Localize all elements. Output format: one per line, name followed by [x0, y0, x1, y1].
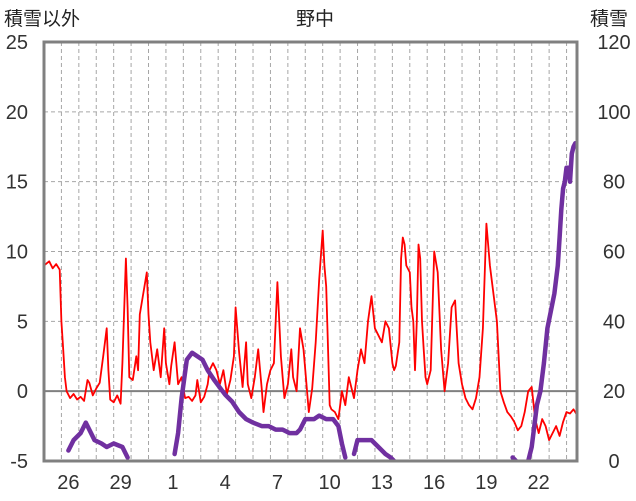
left-tick-label: 25: [6, 32, 28, 54]
right-tick-label: 40: [603, 311, 625, 333]
right-tick-label: 20: [603, 381, 625, 403]
right-tick-label: 120: [597, 32, 630, 54]
left-tick-label: 0: [17, 381, 28, 403]
x-tick-label: 7: [272, 472, 283, 494]
temperature-line: [44, 222, 577, 442]
right-tick-label: 80: [603, 172, 625, 194]
left-tick-label: 10: [6, 242, 28, 264]
snow-depth-line-3: [351, 437, 397, 461]
right-axis-title: 積雪: [590, 8, 629, 30]
plot-frame: [42, 40, 579, 463]
snow-depth-line-5: [525, 141, 577, 461]
left-tick-label: 5: [17, 311, 28, 333]
left-tick-label: 20: [6, 102, 28, 124]
left-tick-label: 15: [6, 172, 28, 194]
x-tick-label: 22: [528, 472, 550, 494]
x-tick-label: 29: [110, 472, 132, 494]
chart-title: 野中: [296, 8, 335, 30]
left-tick-label: -5: [10, 451, 28, 473]
left-axis-title: 積雪以外: [4, 8, 81, 30]
x-tick-label: 4: [220, 472, 231, 494]
x-tick-label: 1: [167, 472, 178, 494]
right-tick-label: 0: [608, 451, 619, 473]
x-tick-label: 26: [57, 472, 79, 494]
right-tick-label: 60: [603, 242, 625, 264]
snow-depth-line-2: [172, 350, 348, 460]
x-tick-label: 13: [371, 472, 393, 494]
x-tick-label: 10: [319, 472, 341, 494]
x-tick-label: 16: [423, 472, 445, 494]
snow-depth-line-1: [66, 420, 130, 460]
right-tick-label: 100: [597, 102, 630, 124]
x-tick-label: 19: [475, 472, 497, 494]
